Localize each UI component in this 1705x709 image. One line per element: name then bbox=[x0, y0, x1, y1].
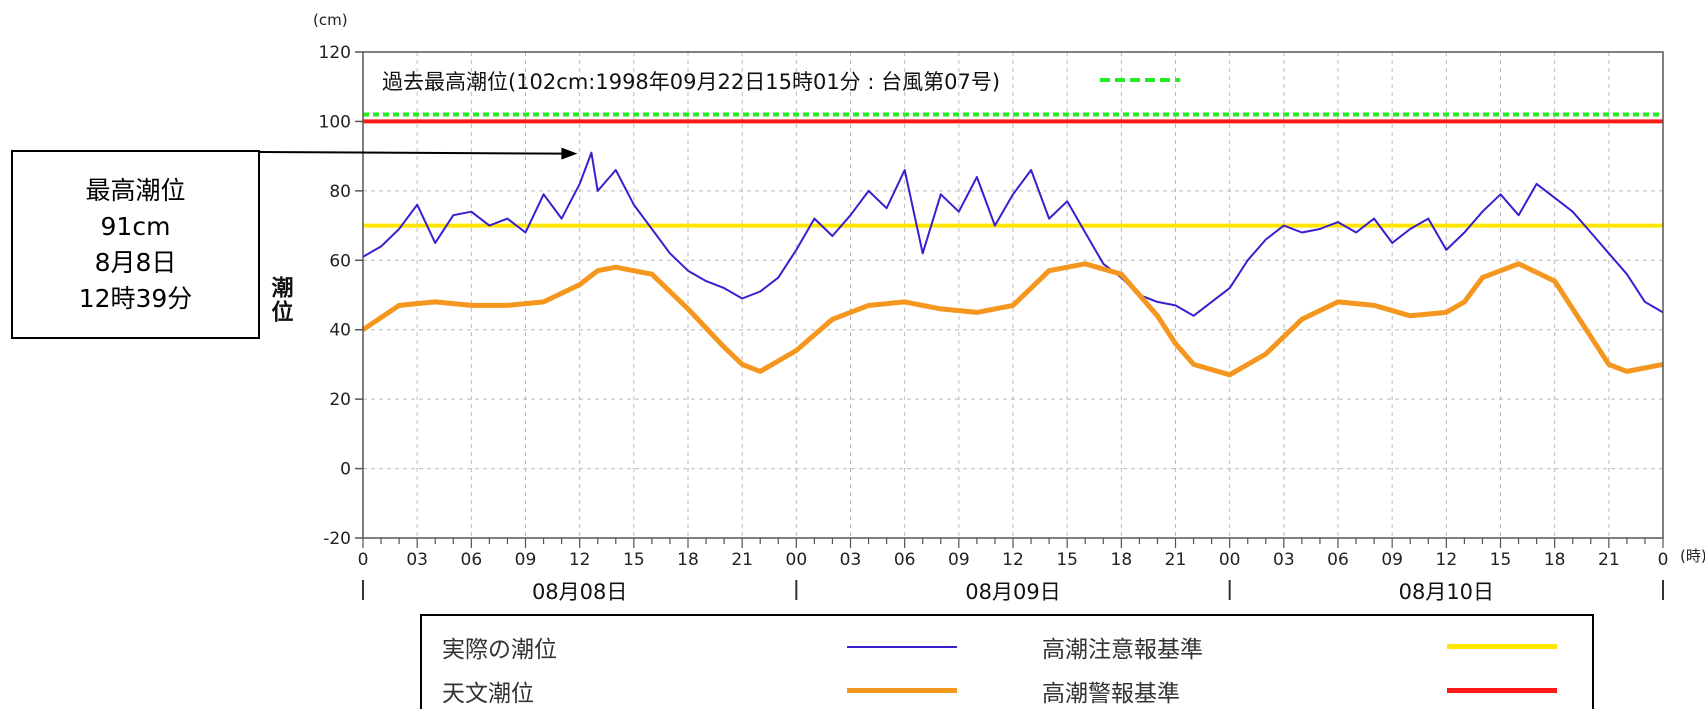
x-tick-label: 12 bbox=[1436, 550, 1458, 570]
peak-arrow bbox=[259, 151, 566, 155]
y-tick-label: 60 bbox=[329, 251, 351, 271]
y-tick-label: 40 bbox=[329, 321, 351, 341]
x-tick-label: 21 bbox=[1165, 550, 1187, 570]
x-tick-label: 0 bbox=[1658, 550, 1669, 570]
x-tick-label: 18 bbox=[1544, 550, 1566, 570]
series-line-2 bbox=[361, 261, 1664, 378]
y-tick-label: -20 bbox=[323, 529, 351, 549]
peak-callout: 最高潮位 91cm 8月8日 12時39分 bbox=[11, 150, 260, 339]
x-tick-label: 09 bbox=[515, 550, 537, 570]
x-tick-label: 12 bbox=[569, 550, 591, 570]
y-tick-label: 0 bbox=[340, 460, 351, 480]
y-tick-label: 80 bbox=[329, 182, 351, 202]
x-tick-label: 06 bbox=[894, 550, 916, 570]
series-group bbox=[361, 151, 1664, 378]
legend-line-observed bbox=[847, 646, 957, 648]
x-axis: 0 03 06 09 12 15 18 21 00 03 06 09 12 15 18 21 00 03 06 09 1… bbox=[358, 538, 1669, 570]
x-unit-label: (時) bbox=[1680, 547, 1705, 565]
x-tick-label: 06 bbox=[1327, 550, 1349, 570]
x-tick-label: 15 bbox=[1056, 550, 1078, 570]
day-label: 08月08日 bbox=[532, 580, 627, 604]
y-tick-label: 20 bbox=[329, 390, 351, 410]
x-tick-label: 18 bbox=[1111, 550, 1133, 570]
legend-line-advisory bbox=[1447, 644, 1557, 649]
y-tick-label: 120 bbox=[319, 43, 351, 63]
x-tick-label: 00 bbox=[786, 550, 808, 570]
x-tick-label: 03 bbox=[840, 550, 862, 570]
day-labels: 08月08日 08月09日 08月10日 bbox=[362, 580, 1664, 604]
x-tick-label: 09 bbox=[1381, 550, 1403, 570]
day-label: 08月10日 bbox=[1399, 580, 1494, 604]
legend-label-observed: 実際の潮位 bbox=[442, 637, 557, 663]
peak-arrowhead bbox=[561, 147, 578, 160]
x-tick-label: 15 bbox=[1490, 550, 1512, 570]
day-label: 08月09日 bbox=[965, 580, 1060, 604]
callout-date: 8月8日 bbox=[94, 247, 177, 277]
reference-lines bbox=[363, 112, 1663, 228]
legend-line-astronomical bbox=[847, 688, 957, 693]
x-tick-label: 0 bbox=[358, 550, 369, 570]
x-tick-label: 06 bbox=[461, 550, 483, 570]
x-tick-label: 21 bbox=[731, 550, 753, 570]
legend-label-astronomical: 天文潮位 bbox=[442, 681, 534, 707]
y-axis: -20 0 20 40 60 80 100 120 bbox=[319, 43, 363, 549]
x-tick-label: 00 bbox=[1219, 550, 1241, 570]
record-annotation: 過去最高潮位(102cm:1998年09月22日15時01分 : 台風第07号) bbox=[382, 70, 1000, 94]
callout-title: 最高潮位 bbox=[85, 175, 186, 205]
x-tick-label: 03 bbox=[1273, 550, 1295, 570]
x-tick-label: 12 bbox=[1002, 550, 1024, 570]
legend: 実際の潮位 高潮注意報基準 天文潮位 高潮警報基準 bbox=[420, 614, 1594, 709]
x-tick-label: 15 bbox=[623, 550, 645, 570]
legend-label-advisory: 高潮注意報基準 bbox=[1042, 637, 1203, 663]
x-tick-label: 21 bbox=[1598, 550, 1620, 570]
legend-label-warning: 高潮警報基準 bbox=[1042, 681, 1180, 707]
series-line-1 bbox=[362, 151, 1664, 317]
y-unit-label: (cm) bbox=[313, 11, 348, 29]
x-tick-label: 03 bbox=[406, 550, 428, 570]
callout-time: 12時39分 bbox=[78, 283, 193, 313]
legend-line-warning bbox=[1447, 688, 1557, 693]
x-tick-label: 09 bbox=[948, 550, 970, 570]
y-axis-title: 潮位 bbox=[268, 276, 294, 324]
callout-value: 91cm bbox=[100, 211, 171, 241]
y-tick-label: 100 bbox=[319, 112, 351, 132]
x-tick-label: 18 bbox=[677, 550, 699, 570]
